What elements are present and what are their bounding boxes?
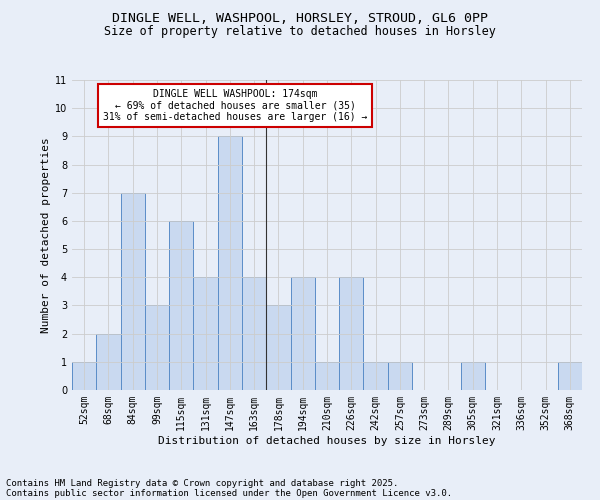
Bar [266, 306, 290, 390]
Y-axis label: Number of detached properties: Number of detached properties [41, 137, 51, 333]
Bar [72, 362, 96, 390]
Bar [121, 192, 145, 390]
Text: Contains HM Land Registry data © Crown copyright and database right 2025.: Contains HM Land Registry data © Crown c… [6, 478, 398, 488]
X-axis label: Distribution of detached houses by size in Horsley: Distribution of detached houses by size … [158, 436, 496, 446]
Bar [339, 278, 364, 390]
Bar [193, 278, 218, 390]
Text: Contains public sector information licensed under the Open Government Licence v3: Contains public sector information licen… [6, 488, 452, 498]
Bar [145, 306, 169, 390]
Bar [388, 362, 412, 390]
Text: DINGLE WELL, WASHPOOL, HORSLEY, STROUD, GL6 0PP: DINGLE WELL, WASHPOOL, HORSLEY, STROUD, … [112, 12, 488, 26]
Bar [461, 362, 485, 390]
Bar [558, 362, 582, 390]
Text: Size of property relative to detached houses in Horsley: Size of property relative to detached ho… [104, 25, 496, 38]
Text: DINGLE WELL WASHPOOL: 174sqm
← 69% of detached houses are smaller (35)
31% of se: DINGLE WELL WASHPOOL: 174sqm ← 69% of de… [103, 90, 367, 122]
Bar [364, 362, 388, 390]
Bar [96, 334, 121, 390]
Bar [218, 136, 242, 390]
Bar [315, 362, 339, 390]
Bar [290, 278, 315, 390]
Bar [242, 278, 266, 390]
Bar [169, 221, 193, 390]
